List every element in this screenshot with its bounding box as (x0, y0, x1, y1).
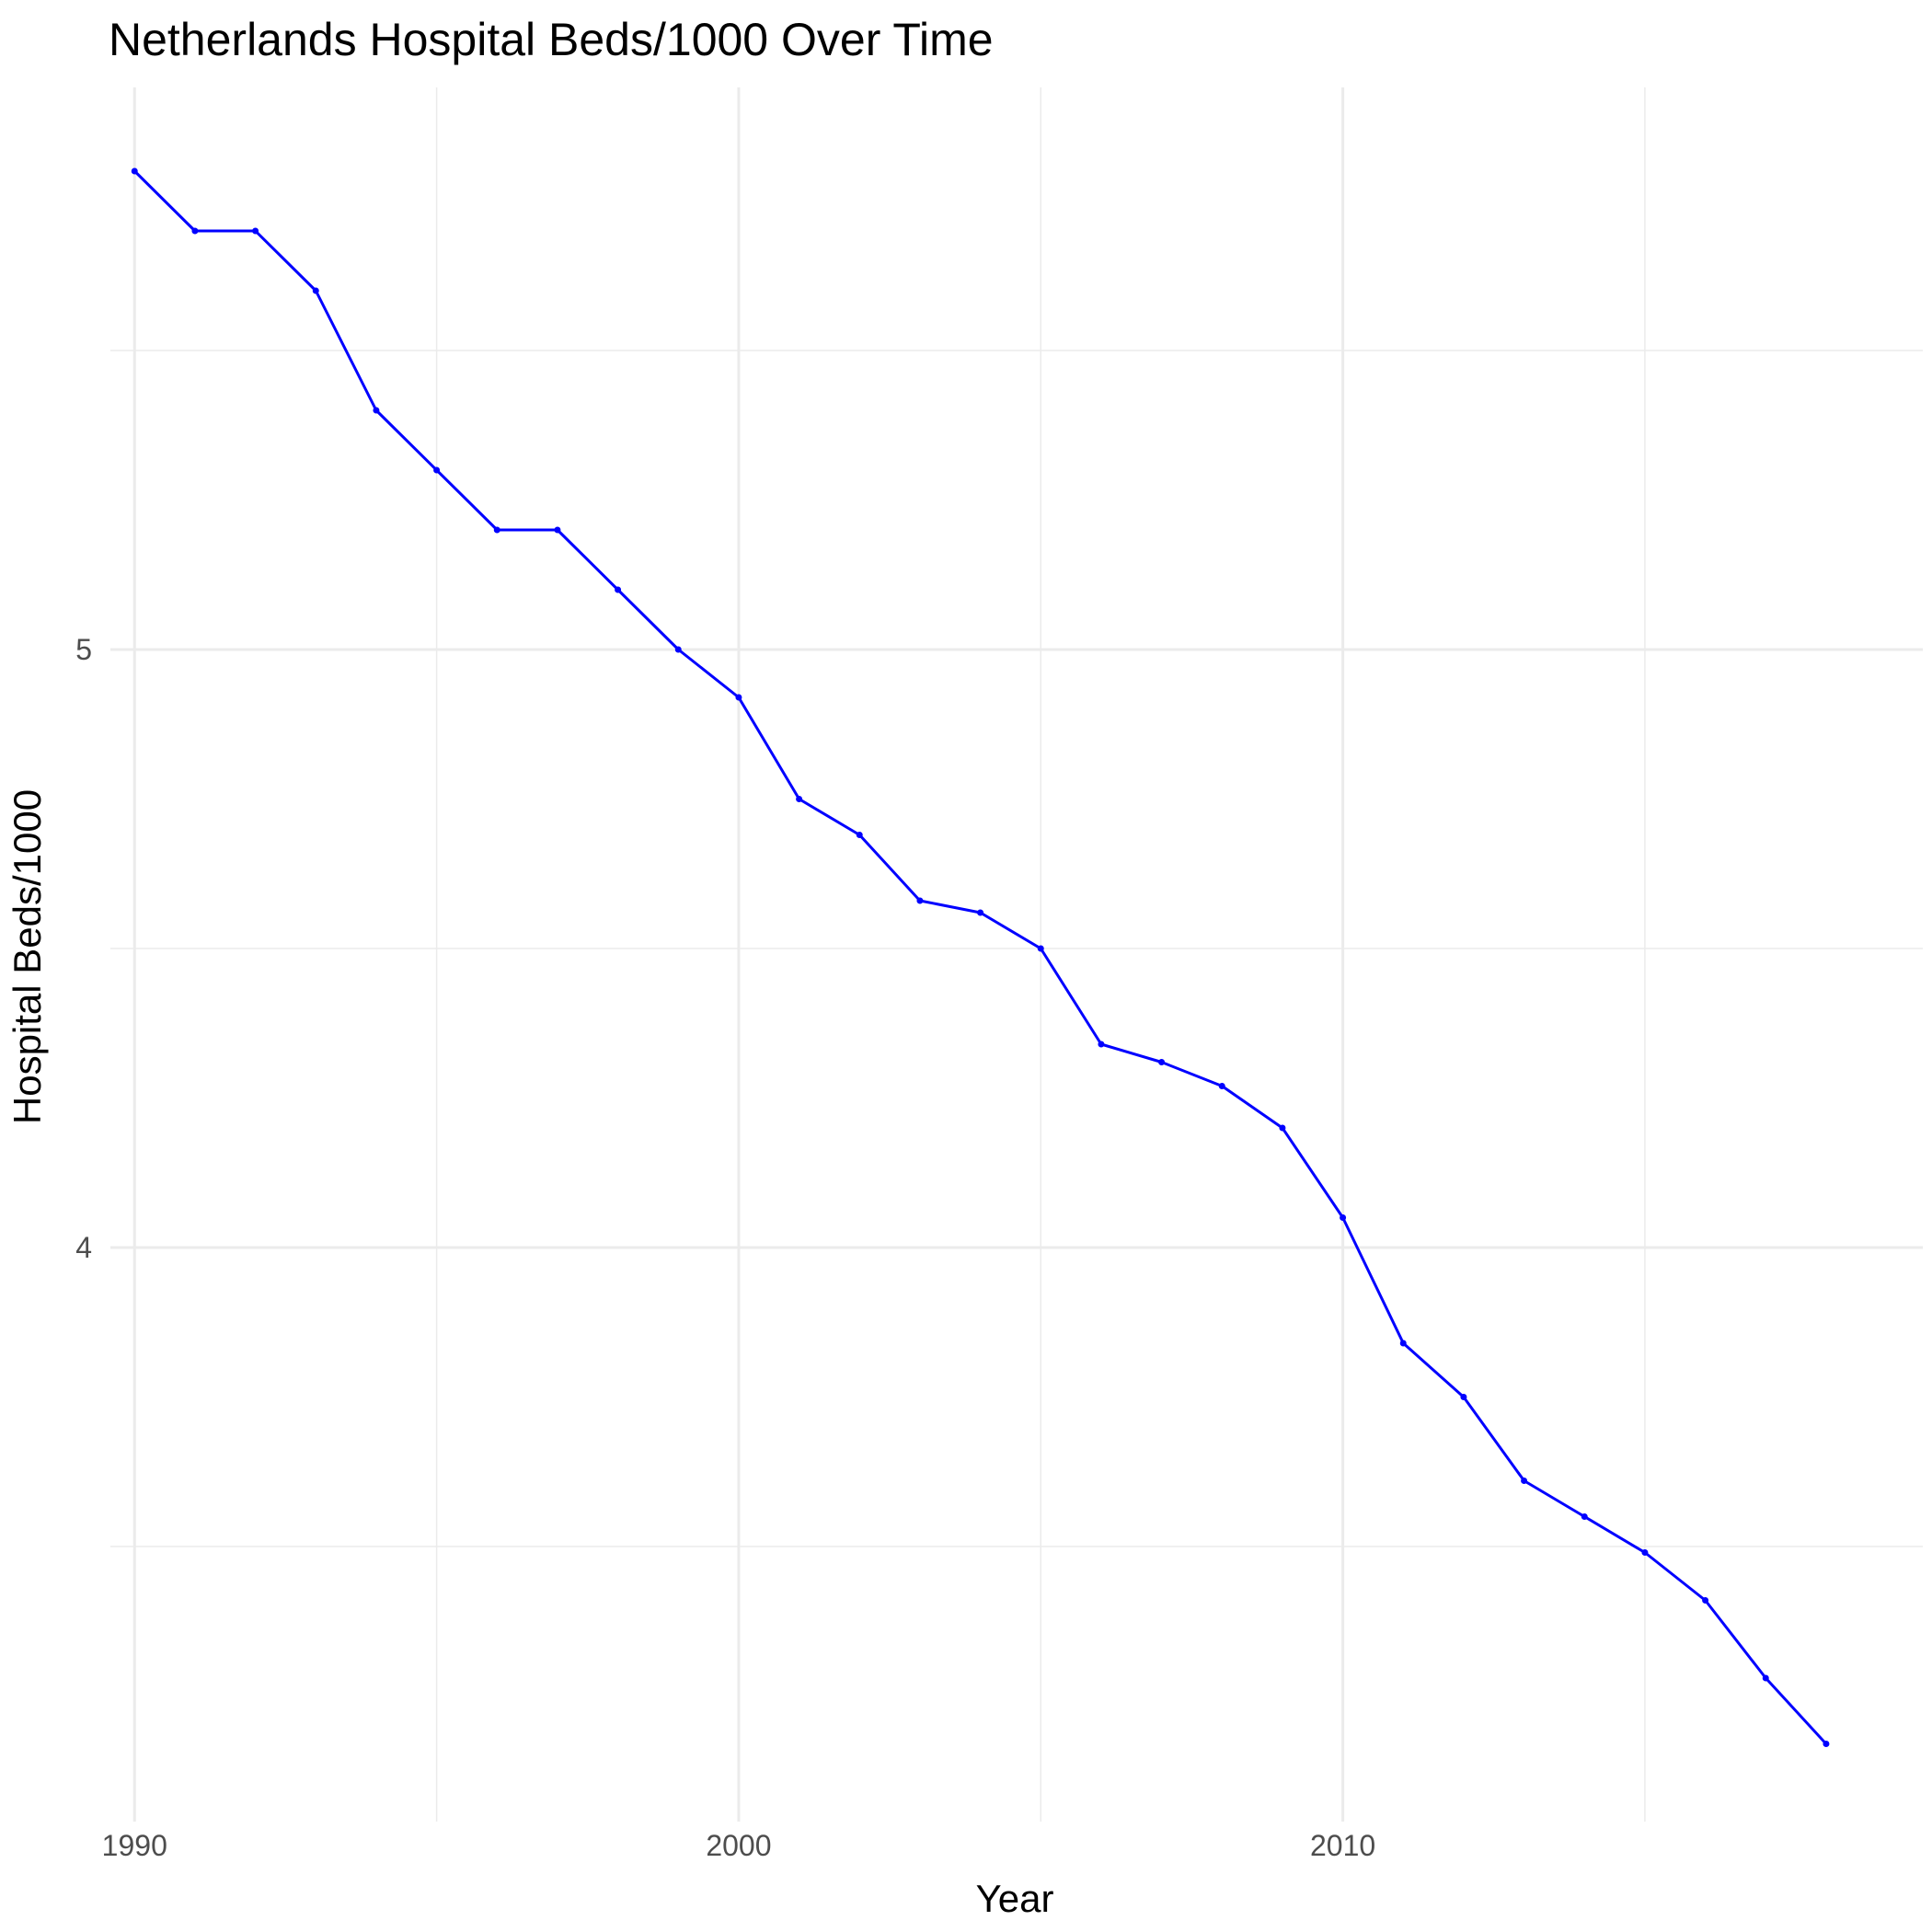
data-point (615, 586, 622, 593)
data-point (191, 227, 199, 235)
x-tick-label: 2010 (1310, 1829, 1375, 1862)
data-point (1521, 1478, 1528, 1484)
data-point (131, 167, 138, 175)
major-gridlines (110, 87, 1923, 1822)
tick-labels: 1990 2000 2010 4 5 (75, 633, 1375, 1862)
series-layer (131, 167, 1830, 1747)
data-point (1581, 1513, 1588, 1520)
data-point (796, 796, 803, 802)
data-point (977, 909, 984, 916)
data-point (1399, 1340, 1407, 1347)
data-point (1641, 1549, 1649, 1556)
data-point (433, 466, 441, 474)
x-tick-label: 1990 (102, 1829, 167, 1862)
series-line (133, 169, 1828, 1745)
data-point (1340, 1214, 1347, 1221)
minor-gridlines (110, 87, 1923, 1822)
data-point (554, 526, 561, 534)
data-point (1702, 1597, 1709, 1604)
data-point (1762, 1674, 1769, 1682)
data-point (252, 227, 259, 235)
data-point (1037, 945, 1044, 952)
data-point (373, 407, 380, 414)
data-point (674, 646, 682, 653)
x-tick-label: 2000 (706, 1829, 771, 1862)
x-axis-title: Year (976, 1877, 1054, 1920)
data-point (1218, 1083, 1225, 1089)
data-point (1098, 1041, 1105, 1048)
data-point (1279, 1124, 1286, 1132)
data-point (916, 897, 924, 904)
data-point (1823, 1741, 1830, 1747)
data-point (1460, 1394, 1467, 1400)
y-axis-title: Hospital Beds/1000 (6, 789, 49, 1124)
y-tick-label: 5 (75, 633, 92, 666)
data-point (1158, 1059, 1166, 1065)
y-tick-label: 4 (75, 1231, 92, 1264)
chart-title: Netherlands Hospital Beds/1000 Over Time (109, 14, 994, 65)
data-point (493, 526, 500, 534)
data-point (856, 832, 863, 838)
data-point (735, 694, 742, 701)
data-point (312, 287, 319, 294)
